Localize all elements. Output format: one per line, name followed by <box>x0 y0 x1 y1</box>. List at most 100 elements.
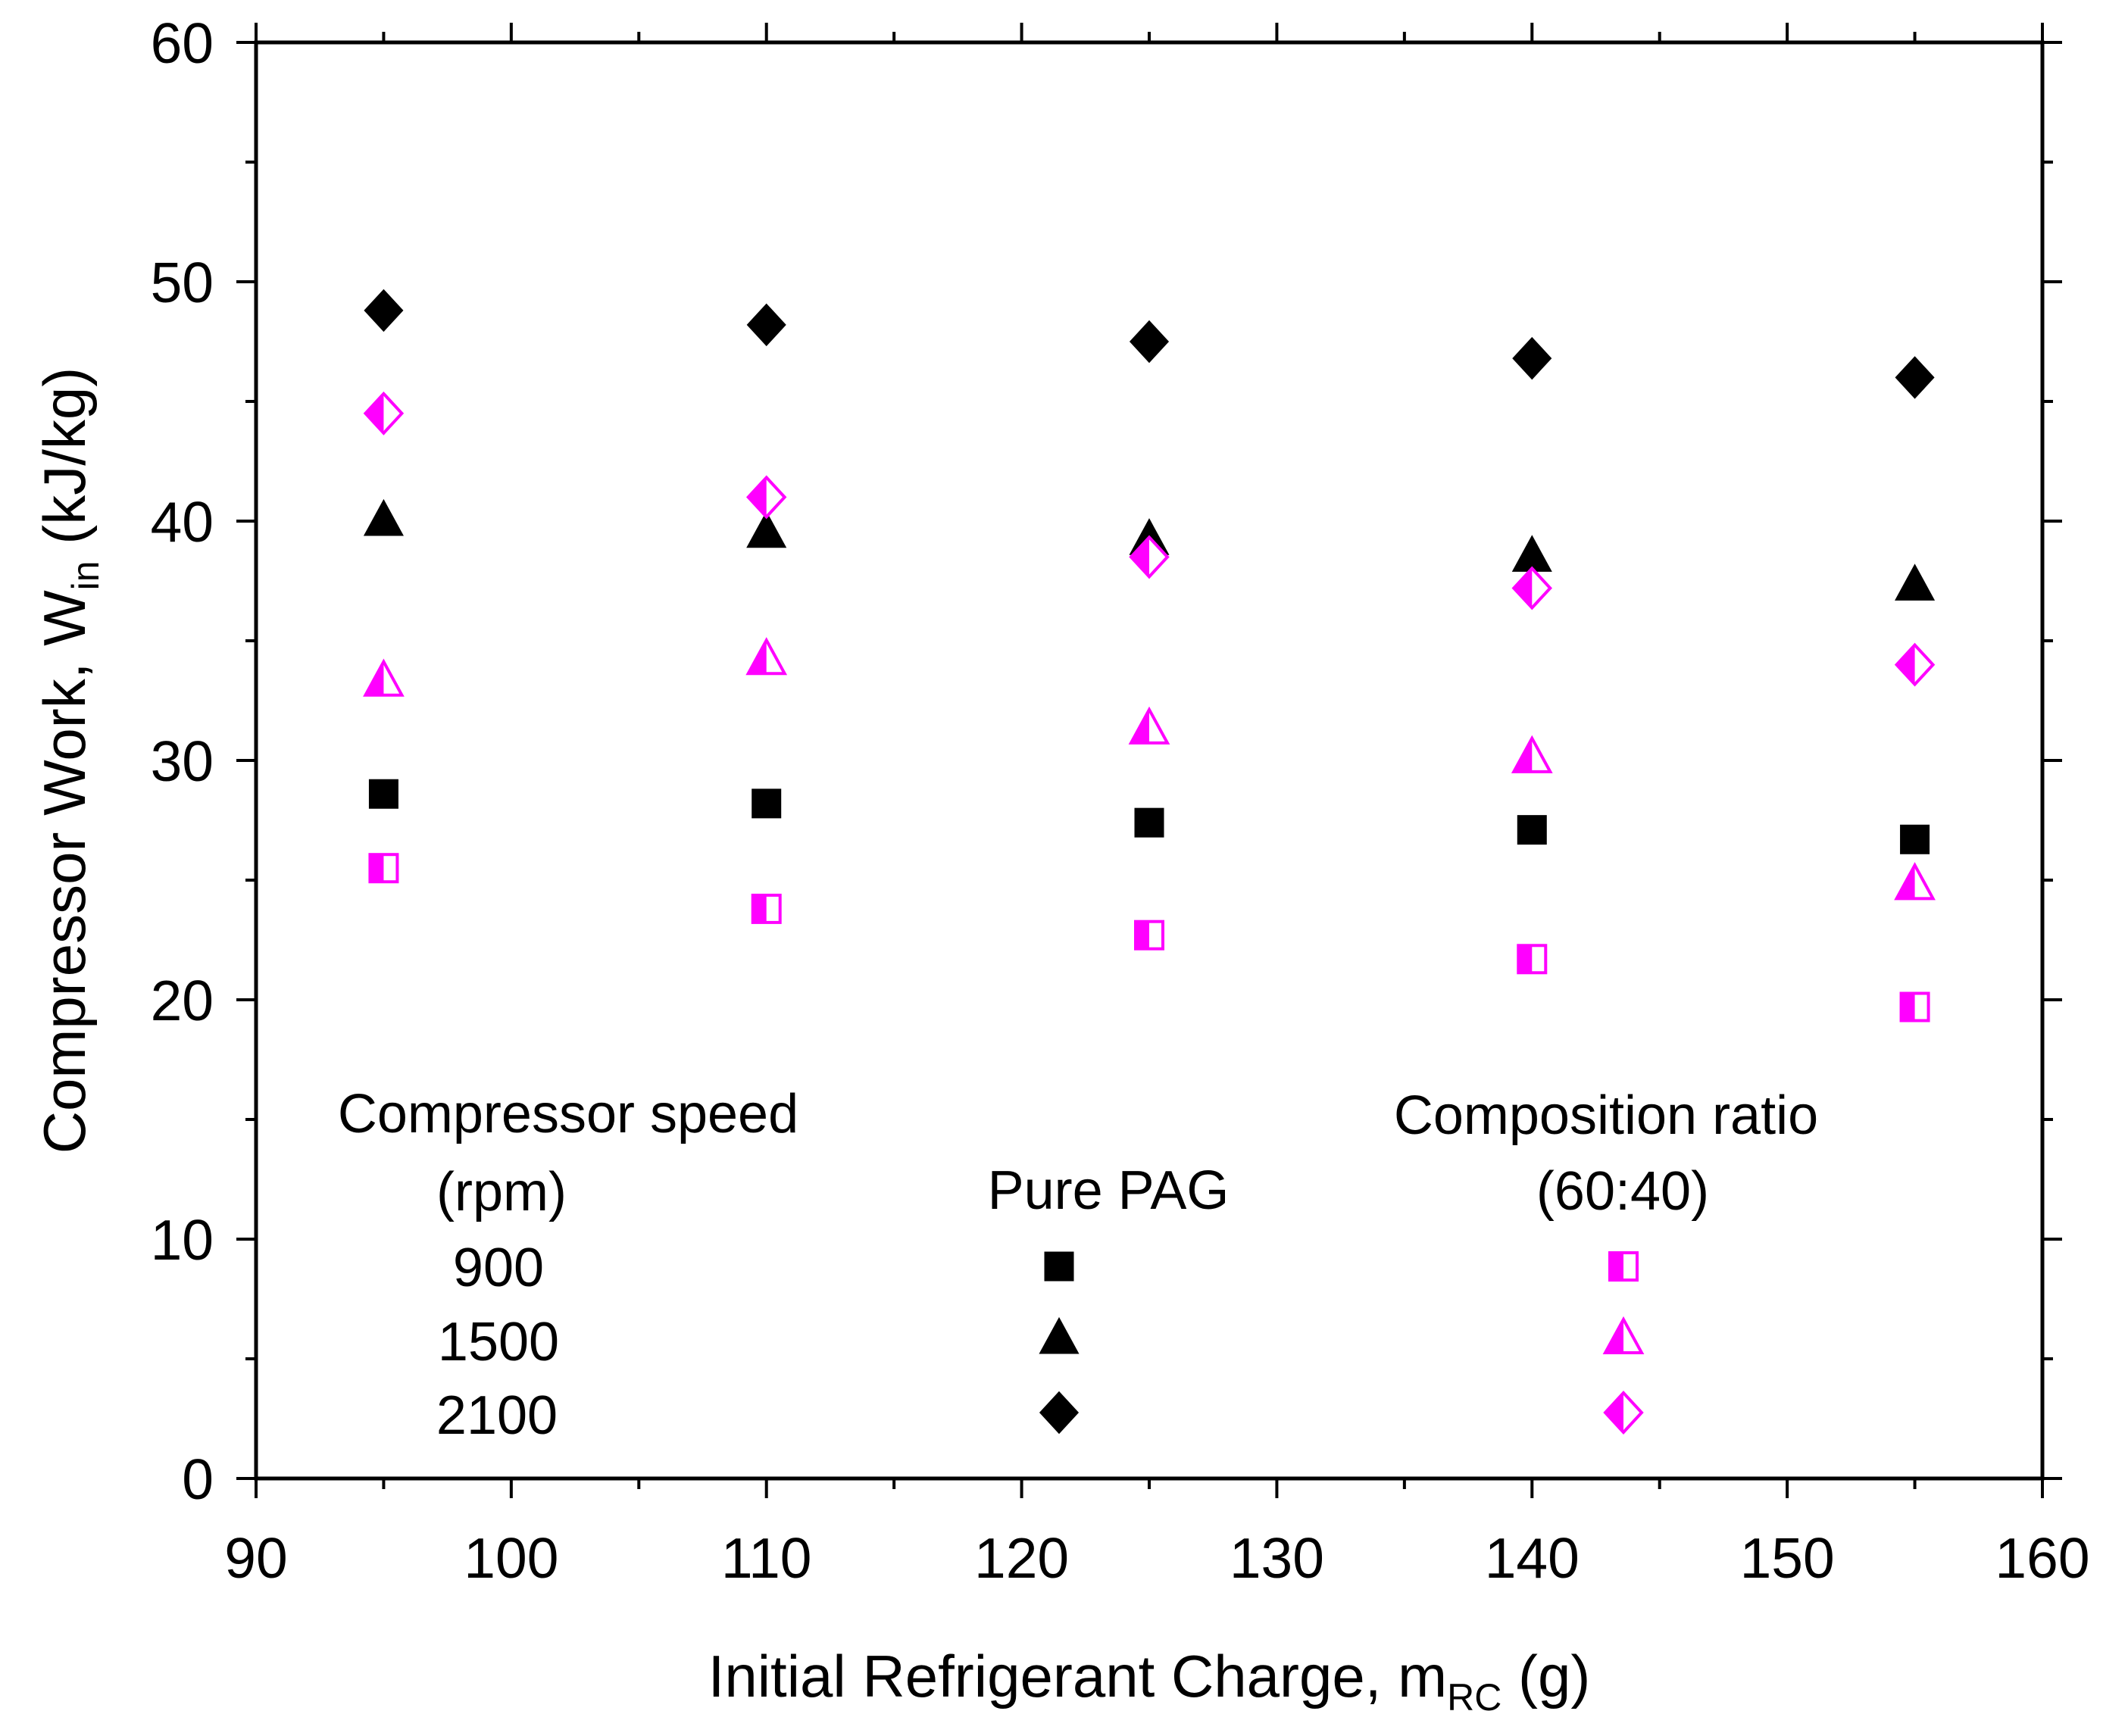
data-point <box>751 893 782 924</box>
x-axis-title-unit: (g) <box>1501 1643 1590 1709</box>
legend-mix-square-marker <box>1608 1251 1639 1282</box>
y-axis-title: Compressor Work, Win (kJ/kg) <box>31 367 107 1154</box>
x-tick-label: 90 <box>224 1526 287 1590</box>
data-point <box>745 475 787 520</box>
y-axis-title-main: Compressor Work, W <box>31 590 98 1154</box>
data-point-half-fill <box>1896 645 1915 685</box>
legend-composition-title: Composition ratio <box>1394 1085 1818 1146</box>
data-point-shape <box>1895 564 1936 601</box>
data-point <box>1511 566 1553 610</box>
data-point-half-fill <box>1136 921 1149 949</box>
data-point <box>1895 564 1936 601</box>
data-point-half-fill <box>752 895 767 923</box>
legend-markers <box>1039 1251 1645 1435</box>
data-point-outline <box>363 658 405 697</box>
data-point-shape <box>364 289 404 333</box>
y-tick-label: 50 <box>151 251 214 314</box>
data-point-outline <box>368 853 399 884</box>
legend-speed-1500: 1500 <box>438 1312 559 1372</box>
data-point-shape <box>746 510 787 548</box>
data-point-half-fill <box>1514 568 1533 608</box>
legend-mix-diamond-marker <box>1603 1391 1644 1435</box>
legend-pure-pag-title: Pure PAG <box>988 1160 1230 1221</box>
x-tick-label: 110 <box>721 1526 812 1590</box>
legend-speed-title: Compressor speed <box>338 1084 798 1144</box>
data-point <box>1894 862 1936 901</box>
y-axis-title-subscript: in <box>64 560 107 590</box>
legend-speed-2100: 2100 <box>436 1385 558 1446</box>
data-point-shape <box>746 303 786 347</box>
x-axis-title-subscript: RC <box>1447 1676 1501 1719</box>
x-axis-title: Initial Refrigerant Charge, mRC (g) <box>708 1643 1591 1719</box>
series-pure-pag-2100-rpm <box>364 289 1935 399</box>
legend-mix-diamond-marker-outline <box>1603 1391 1644 1435</box>
x-tick-label: 150 <box>1740 1526 1835 1590</box>
data-point <box>1512 336 1552 380</box>
data-point <box>1511 735 1553 773</box>
data-point-outline <box>1899 991 1930 1023</box>
data-point-shape <box>1517 815 1547 845</box>
axis-ticks <box>236 23 2062 1498</box>
data-point-shape <box>1900 824 1930 854</box>
data-point-shape <box>1511 535 1552 572</box>
x-tick-label: 140 <box>1485 1526 1580 1590</box>
data-point-shape <box>1895 356 1935 399</box>
data-point-outline <box>1128 706 1170 745</box>
x-tick-label: 100 <box>464 1526 558 1590</box>
y-tick-label: 30 <box>151 729 214 793</box>
data-point <box>1517 815 1547 845</box>
data-point-outline <box>745 637 788 676</box>
data-point <box>1894 642 1936 687</box>
data-point-outline <box>1511 566 1553 610</box>
data-point <box>363 391 405 436</box>
data-point <box>1517 944 1548 975</box>
data-point-half-fill <box>370 854 384 882</box>
y-axis-title-unit: (kJ/kg) <box>31 367 98 561</box>
data-point <box>752 788 782 819</box>
legend: Compressor speed (rpm) 900 1500 2100 Pur… <box>338 1084 1818 1446</box>
y-tick-label: 20 <box>151 969 214 1032</box>
legend-composition-ratio: (60:40) <box>1536 1161 1709 1222</box>
data-point-half-fill <box>1131 537 1149 577</box>
x-tick-label: 130 <box>1230 1526 1324 1590</box>
legend-pure-triangle-marker-shape <box>1039 1316 1080 1354</box>
x-tick-label: 160 <box>1995 1526 2089 1590</box>
data-point-shape <box>752 788 782 819</box>
legend-speed-unit: (rpm) <box>436 1162 567 1222</box>
data-point-outline <box>1894 862 1936 901</box>
data-point <box>1129 535 1170 579</box>
data-point <box>368 779 398 809</box>
legend-pure-square-marker-shape <box>1044 1251 1074 1282</box>
legend-mix-diamond-marker-half-fill <box>1605 1393 1623 1432</box>
data-point <box>1128 706 1170 745</box>
data-markers <box>363 289 1936 1023</box>
series-60-40-1500-rpm <box>363 637 1936 901</box>
data-point <box>1511 535 1552 572</box>
data-point-outline <box>1134 920 1164 951</box>
legend-mix-triangle-marker <box>1602 1316 1645 1354</box>
legend-pure-diamond-marker <box>1039 1391 1080 1435</box>
legend-speed-900: 900 <box>453 1238 544 1298</box>
data-point <box>746 303 786 347</box>
legend-mix-square-marker-half-fill <box>1610 1253 1623 1280</box>
data-point <box>368 853 399 884</box>
legend-pure-square-marker <box>1044 1251 1074 1282</box>
data-point-half-fill <box>748 477 767 517</box>
data-point-half-fill <box>1518 945 1533 973</box>
legend-pure-triangle-marker <box>1039 1316 1080 1354</box>
data-point-shape <box>1129 320 1170 364</box>
y-tick-label: 0 <box>182 1447 214 1511</box>
series-60-40-900-rpm <box>368 853 1930 1023</box>
x-axis-title-main: Initial Refrigerant Charge, m <box>708 1643 1447 1709</box>
series-60-40-2100-rpm <box>363 391 1936 687</box>
data-point-outline <box>751 893 782 924</box>
data-point <box>363 658 405 697</box>
y-tick-label: 10 <box>151 1208 214 1272</box>
data-point-half-fill <box>1901 993 1915 1021</box>
data-point-shape <box>368 779 398 809</box>
tick-labels: 90 100 110 120 130 140 150 160 0 10 20 30 40 50 60 <box>151 11 2090 1590</box>
data-point <box>746 510 787 548</box>
data-point <box>363 498 404 536</box>
